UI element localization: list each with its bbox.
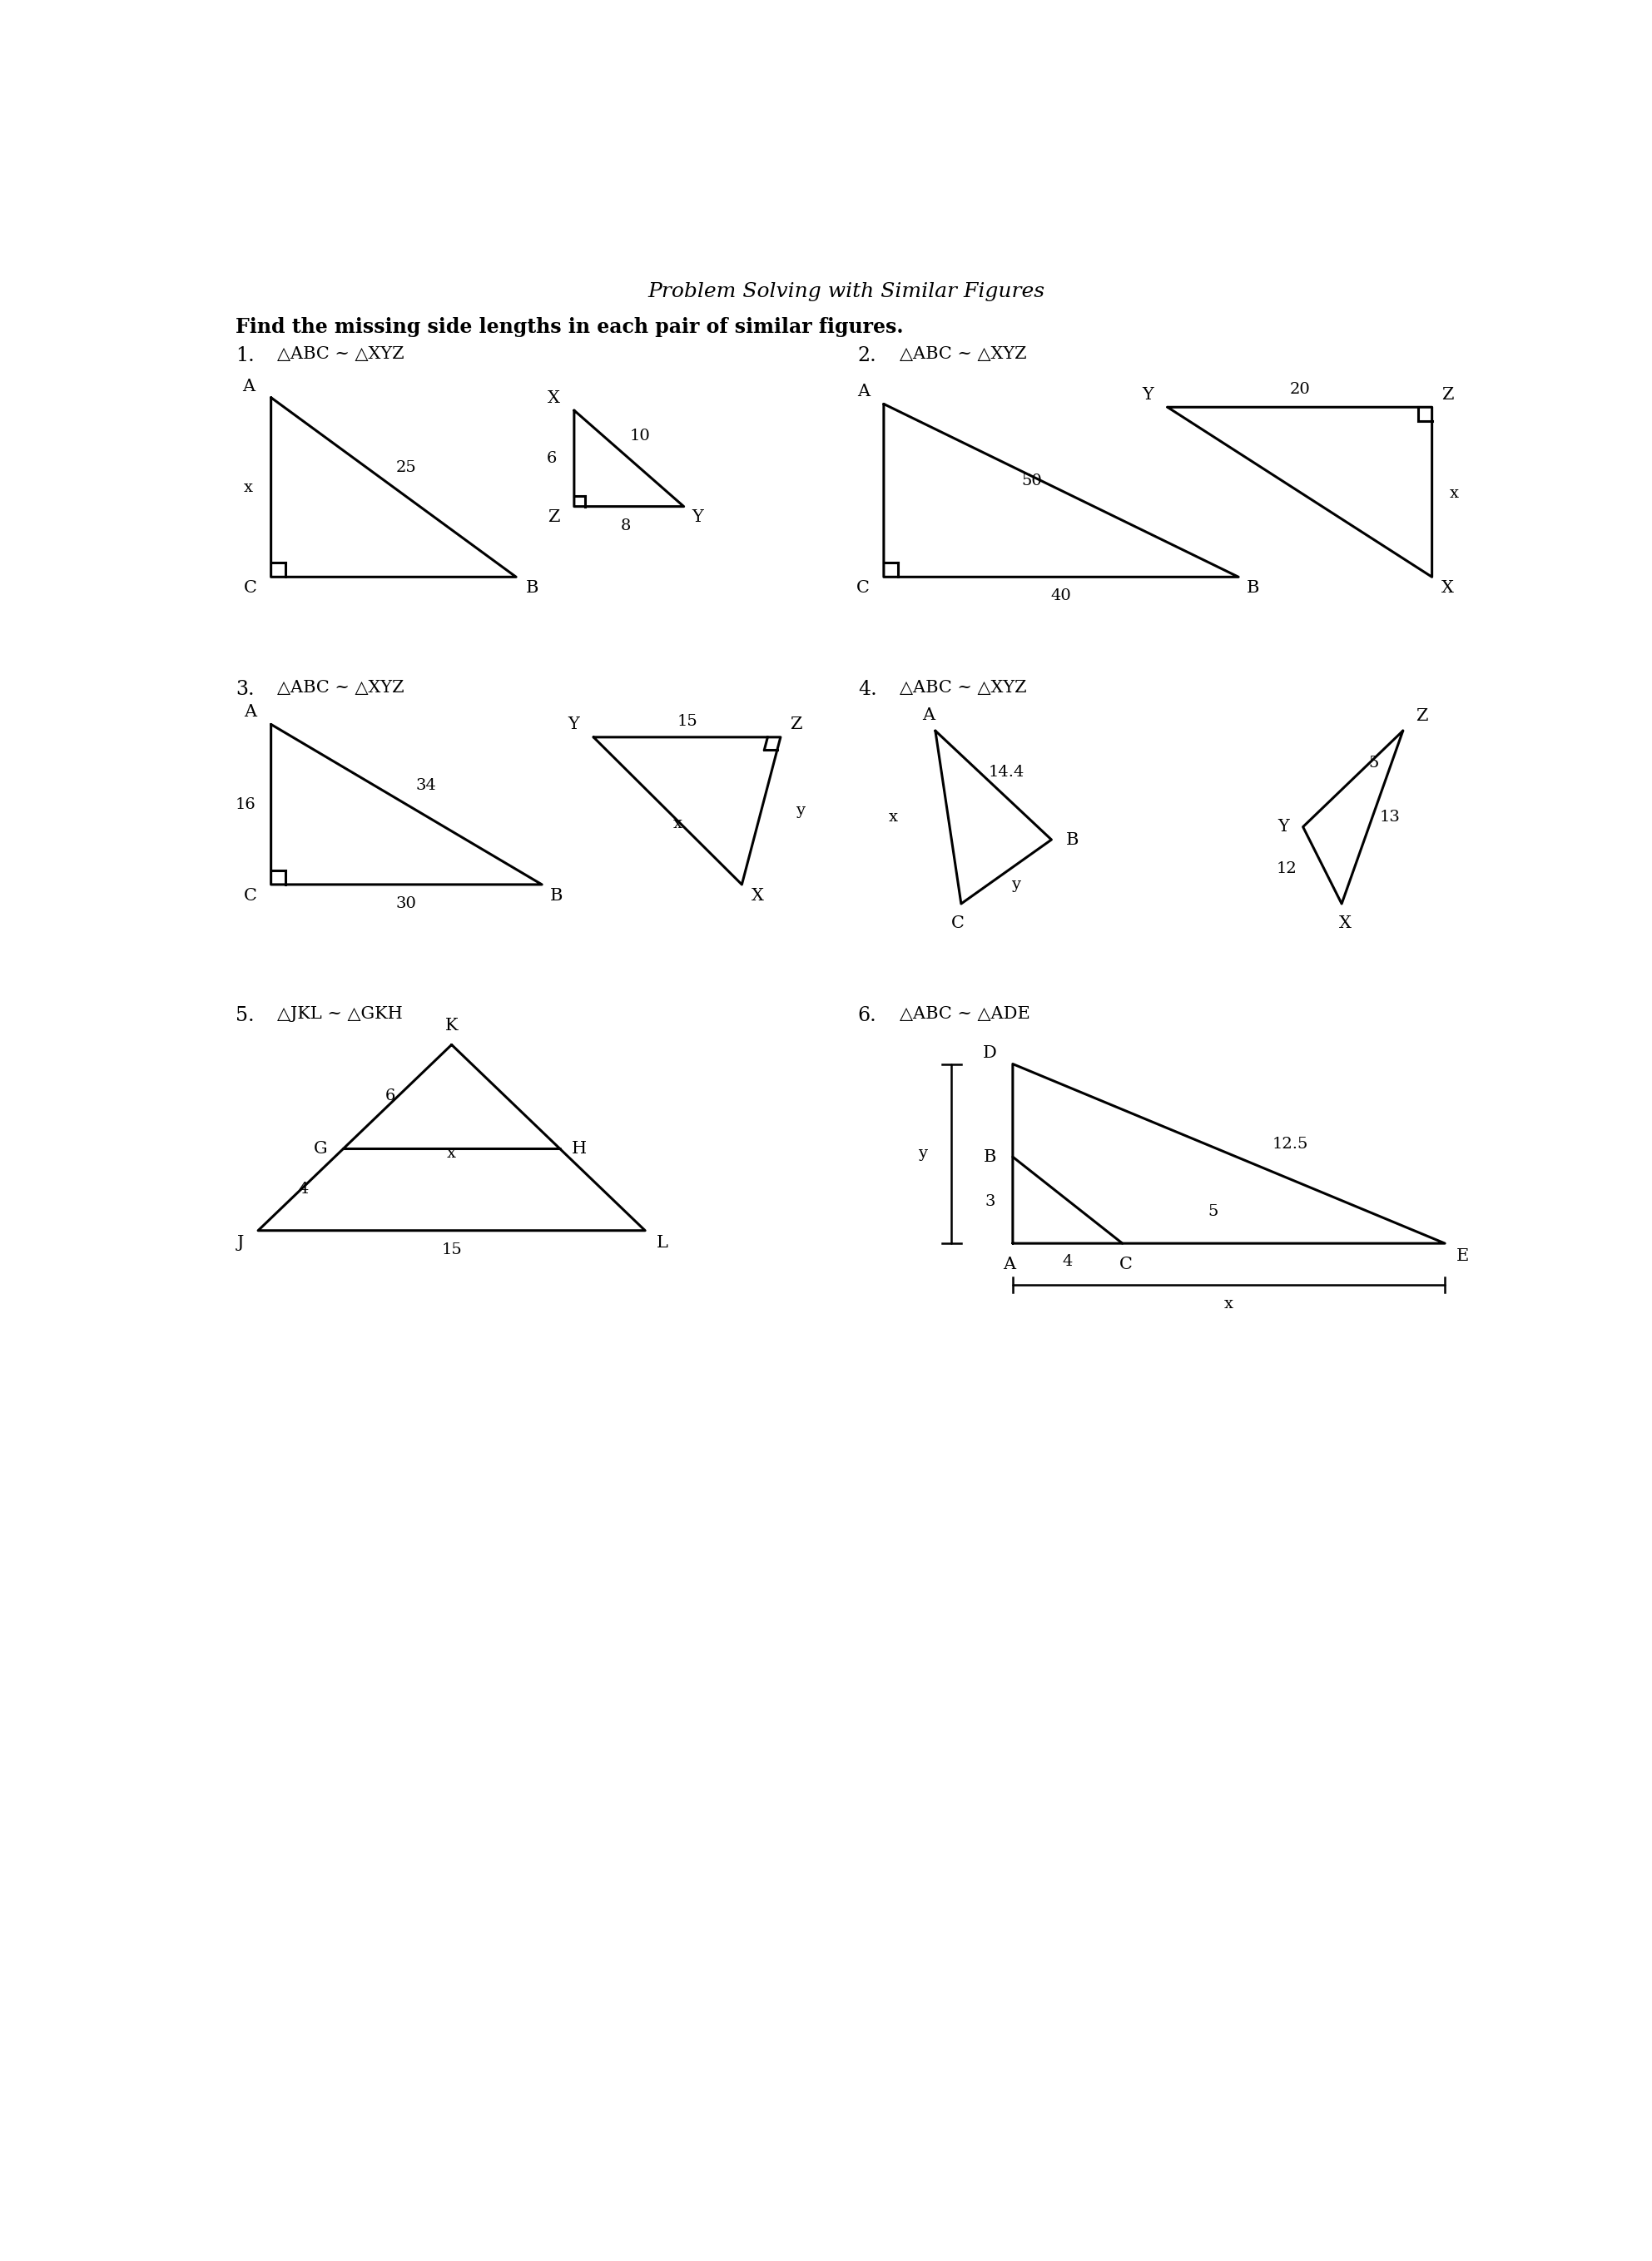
Text: X: X [1338, 916, 1351, 932]
Text: C: C [952, 916, 965, 932]
Text: x: x [1450, 486, 1459, 502]
Text: L: L [657, 1235, 669, 1250]
Text: 5: 5 [1370, 755, 1379, 771]
Text: 8: 8 [621, 518, 631, 534]
Text: X: X [752, 889, 763, 904]
Text: 12.5: 12.5 [1272, 1137, 1308, 1151]
Text: B: B [525, 581, 539, 597]
Text: 25: 25 [396, 461, 416, 475]
Text: A: A [243, 378, 254, 393]
Text: x: x [889, 809, 899, 825]
Text: x: x [1224, 1298, 1234, 1311]
Text: x: x [672, 816, 682, 832]
Text: 40: 40 [1051, 588, 1072, 604]
Text: △ABC ~ △ADE: △ABC ~ △ADE [900, 1006, 1031, 1022]
Text: 15: 15 [677, 714, 697, 728]
Text: x: x [244, 479, 253, 495]
Text: 6: 6 [385, 1088, 395, 1103]
Text: X: X [1442, 581, 1454, 597]
Text: 1.: 1. [236, 346, 254, 366]
Text: △JKL ~ △GKH: △JKL ~ △GKH [278, 1006, 403, 1022]
Text: Z: Z [1442, 387, 1454, 402]
Text: 34: 34 [415, 778, 436, 794]
Text: A: A [857, 384, 869, 400]
Text: △ABC ~ △XYZ: △ABC ~ △XYZ [900, 681, 1028, 696]
Text: Problem Solving with Similar Figures: Problem Solving with Similar Figures [648, 283, 1046, 301]
Text: E: E [1457, 1248, 1469, 1264]
Text: 4.: 4. [857, 681, 877, 699]
Text: 4: 4 [1062, 1255, 1072, 1268]
Text: A: A [1003, 1257, 1016, 1273]
Text: Y: Y [568, 717, 580, 733]
Text: Y: Y [1142, 387, 1153, 402]
Text: 30: 30 [396, 895, 416, 911]
Text: 2.: 2. [857, 346, 877, 366]
Text: H: H [572, 1142, 586, 1158]
Text: X: X [547, 391, 560, 407]
Text: △ABC ~ △XYZ: △ABC ~ △XYZ [900, 346, 1028, 362]
Text: B: B [1246, 581, 1259, 597]
Text: C: C [1118, 1257, 1132, 1273]
Text: 6.: 6. [857, 1006, 877, 1026]
Text: 6: 6 [547, 450, 557, 466]
Text: B: B [985, 1149, 996, 1164]
Text: 13: 13 [1379, 809, 1401, 825]
Text: D: D [983, 1045, 996, 1060]
Text: A: A [244, 703, 256, 719]
Text: Y: Y [692, 509, 704, 525]
Text: B: B [550, 889, 562, 904]
Text: Find the missing side lengths in each pair of similar figures.: Find the missing side lengths in each pa… [236, 317, 904, 337]
Text: 10: 10 [629, 430, 651, 443]
Text: 20: 20 [1290, 382, 1310, 398]
Text: y: y [795, 803, 805, 818]
Text: 5.: 5. [236, 1006, 254, 1026]
Text: B: B [1066, 832, 1079, 848]
Text: J: J [236, 1235, 244, 1250]
Text: 4: 4 [297, 1183, 309, 1196]
Text: C: C [243, 889, 256, 904]
Text: C: C [856, 581, 869, 597]
Text: △ABC ~ △XYZ: △ABC ~ △XYZ [278, 346, 405, 362]
Text: 15: 15 [441, 1241, 463, 1257]
Text: 12: 12 [1277, 861, 1297, 875]
Text: 3: 3 [985, 1194, 996, 1210]
Text: 16: 16 [235, 796, 256, 812]
Text: Z: Z [790, 717, 803, 733]
Text: A: A [922, 708, 935, 724]
Text: 5: 5 [1208, 1203, 1218, 1219]
Text: C: C [243, 581, 256, 597]
Text: 14.4: 14.4 [988, 764, 1024, 780]
Text: y: y [919, 1146, 927, 1162]
Text: Y: Y [1277, 818, 1289, 834]
Text: Z: Z [548, 509, 560, 525]
Text: 3.: 3. [236, 681, 254, 699]
Text: Z: Z [1416, 708, 1427, 724]
Text: △ABC ~ △XYZ: △ABC ~ △XYZ [278, 681, 405, 696]
Text: 50: 50 [1023, 473, 1042, 488]
Text: x: x [448, 1146, 456, 1162]
Text: G: G [314, 1142, 327, 1158]
Text: y: y [1011, 877, 1021, 893]
Text: K: K [444, 1017, 458, 1033]
